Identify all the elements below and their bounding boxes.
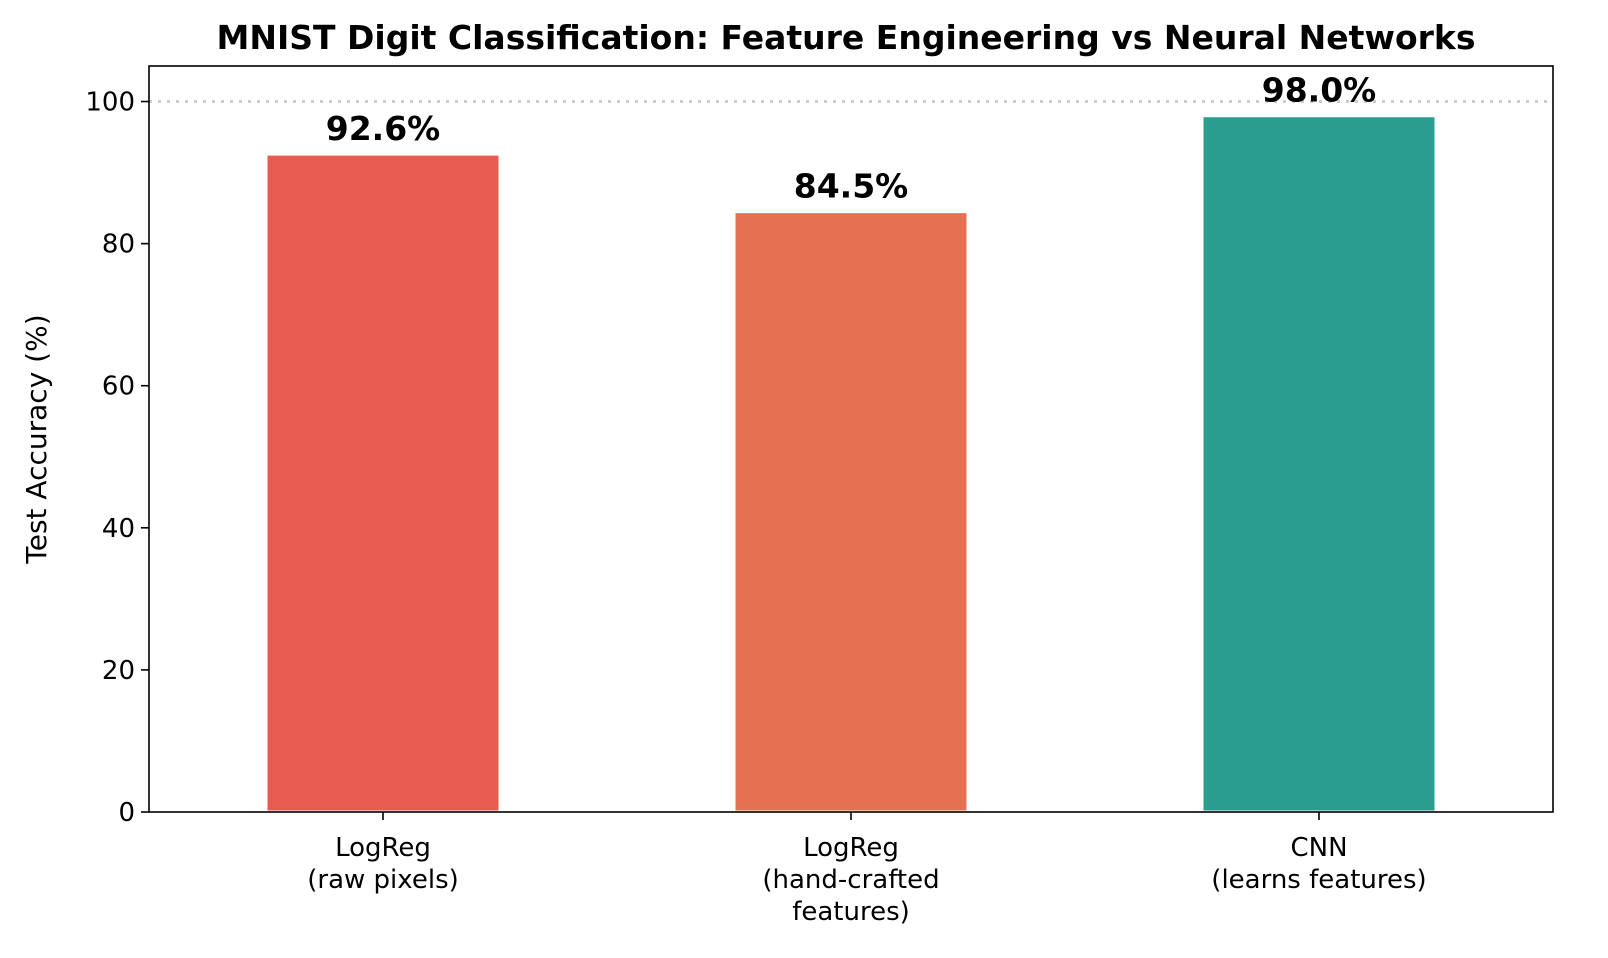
value-label-1: 84.5% — [794, 167, 909, 206]
x-axis: LogReg (raw pixels) LogReg (hand-crafted fea… — [307, 812, 1427, 927]
y-tick-label-4: 80 — [102, 230, 135, 260]
value-label-0: 92.6% — [326, 109, 441, 148]
chart-title: MNIST Digit Classification: Feature Engi… — [217, 18, 1476, 57]
y-tick-label-3: 60 — [102, 372, 135, 402]
x-tick-label-1: LogReg (hand-crafted features) — [762, 833, 939, 927]
y-tick-label-5: 100 — [85, 88, 135, 118]
x-tick-label-2: CNN (learns features) — [1211, 833, 1426, 895]
y-axis-label: Test Accuracy (%) — [20, 314, 53, 564]
bars-layer — [264, 114, 1438, 814]
y-axis: 0 20 40 60 80 100 — [85, 88, 149, 828]
value-labels-layer: 92.6% 84.5% 98.0% — [326, 71, 1377, 206]
bar-0 — [264, 152, 502, 814]
y-tick-label-0: 0 — [118, 798, 135, 828]
value-label-2: 98.0% — [1262, 71, 1377, 110]
y-tick-label-2: 40 — [102, 514, 135, 544]
x-tick-label-0: LogReg (raw pixels) — [307, 833, 459, 895]
y-tick-label-1: 20 — [102, 656, 135, 686]
plot-area: 92.6% 84.5% 98.0% — [148, 65, 1554, 814]
bar-2 — [1200, 114, 1438, 814]
bar-1 — [732, 210, 970, 814]
